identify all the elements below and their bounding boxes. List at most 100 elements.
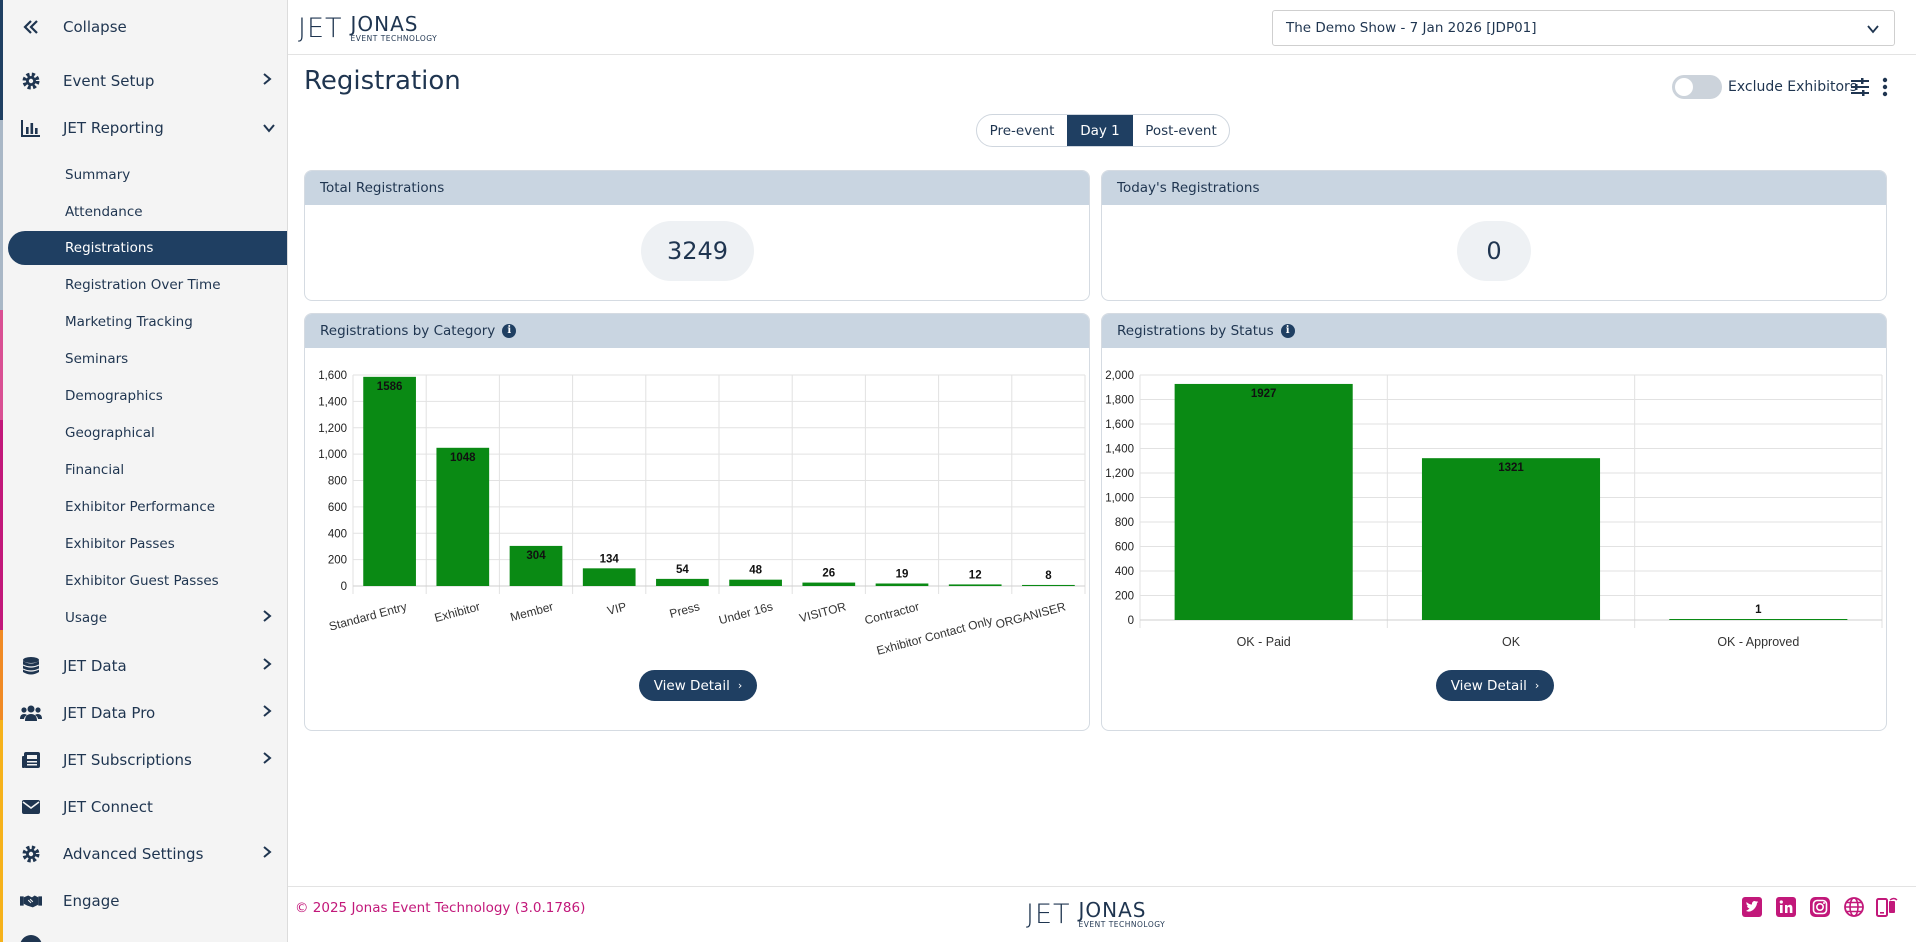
y-tick-label: 600 bbox=[1115, 542, 1134, 554]
sidebar-item-jet-connect[interactable]: JET Connect bbox=[0, 783, 287, 830]
view-detail-button[interactable]: View Detail › bbox=[639, 670, 757, 701]
status-bar-chart: 0 200 400 600 800 1,000 1,200 1,400 1,600 1,800 2,… bbox=[1105, 370, 1883, 649]
total-registrations-value: 3249 bbox=[641, 221, 754, 281]
y-tick-label: 0 bbox=[341, 581, 347, 593]
sidebar-subitem-marketing-tracking[interactable]: Marketing Tracking bbox=[0, 305, 287, 339]
gear-icon bbox=[20, 70, 42, 92]
data-label: 134 bbox=[600, 553, 620, 565]
x-tick-label: Contractor bbox=[863, 599, 921, 627]
sidebar-subitem-attendance[interactable]: Attendance bbox=[0, 195, 287, 229]
sidebar-subitem-label: Geographical bbox=[65, 425, 155, 441]
sliders-icon[interactable] bbox=[1850, 77, 1870, 97]
sidebar-item-jet-data[interactable]: JET Data bbox=[0, 642, 287, 689]
bar bbox=[363, 376, 416, 586]
sidebar-item-label: Event Setup bbox=[63, 71, 155, 90]
sidebar-item-advanced-settings[interactable]: Advanced Settings bbox=[0, 830, 287, 877]
y-tick-label: 400 bbox=[328, 528, 347, 540]
info-icon[interactable]: i bbox=[502, 324, 517, 338]
y-tick-label: 600 bbox=[328, 502, 347, 514]
page-title: Registration bbox=[304, 66, 461, 96]
sidebar-subitem-label: Attendance bbox=[65, 204, 143, 220]
tab-pre-event[interactable]: Pre-event bbox=[989, 122, 1055, 139]
data-label: 1 bbox=[1755, 604, 1762, 616]
event-select-value: The Demo Show - 7 Jan 2026 [JDP01] bbox=[1286, 20, 1537, 36]
y-tick-label: 1,600 bbox=[318, 370, 347, 382]
sidebar-subitem-exhibitor-guest-passes[interactable]: Exhibitor Guest Passes bbox=[0, 564, 287, 598]
bar bbox=[802, 582, 856, 586]
more-vertical-icon[interactable] bbox=[1880, 77, 1890, 97]
sidebar-accent bbox=[0, 720, 3, 942]
data-label: 1321 bbox=[1498, 462, 1524, 474]
sidebar-subitem-demographics[interactable]: Demographics bbox=[0, 379, 287, 413]
sidebar-subitem-usage[interactable]: Usage bbox=[0, 601, 287, 635]
view-detail-button[interactable]: View Detail › bbox=[1436, 670, 1554, 701]
tab-day-1[interactable]: Day 1 bbox=[1067, 115, 1133, 146]
instagram-icon[interactable] bbox=[1810, 897, 1832, 919]
tab-post-event[interactable]: Post-event bbox=[1145, 122, 1217, 139]
period-tabs: Pre-event Day 1 Post-event bbox=[976, 114, 1230, 147]
sidebar-subitem-summary[interactable]: Summary bbox=[0, 158, 287, 192]
bar bbox=[656, 578, 709, 586]
card-title: Total Registrations bbox=[305, 171, 1089, 205]
sidebar-subitem-exhibitor-performance[interactable]: Exhibitor Performance bbox=[0, 490, 287, 524]
sidebar-subitem-registration-over-time[interactable]: Registration Over Time bbox=[0, 268, 287, 302]
sidebar-item-jet-subscriptions[interactable]: JET Subscriptions bbox=[0, 736, 287, 783]
sidebar-subitem-label: Exhibitor Passes bbox=[65, 536, 175, 552]
bar bbox=[948, 584, 1002, 586]
y-tick-label: 1,400 bbox=[318, 396, 347, 408]
data-label: 1586 bbox=[377, 381, 403, 393]
sidebar-item-jet-reporting[interactable]: JET Reporting bbox=[0, 104, 287, 151]
sidebar-subitem-seminars[interactable]: Seminars bbox=[0, 342, 287, 376]
card-title: Today's Registrations bbox=[1102, 171, 1886, 205]
sidebar-item-event-setup[interactable]: Event Setup bbox=[0, 57, 287, 104]
x-tick-label: Member bbox=[509, 599, 555, 624]
gear-icon bbox=[20, 843, 42, 865]
logo-name: JONAS bbox=[350, 11, 419, 36]
bar bbox=[875, 583, 929, 586]
view-detail-label: View Detail bbox=[653, 677, 730, 694]
info-icon[interactable]: i bbox=[1280, 324, 1295, 338]
jonas-logo: JET JONAS EVENT TECHNOLOGY bbox=[298, 11, 437, 44]
sidebar: Collapse Event Setup JET Reporting Summa… bbox=[0, 0, 288, 942]
sidebar-subitem-geographical[interactable]: Geographical bbox=[0, 416, 287, 450]
y-tick-label: 1,000 bbox=[1105, 493, 1134, 505]
y-tick-label: 0 bbox=[1128, 615, 1134, 627]
sidebar-accent bbox=[0, 0, 3, 120]
sidebar-subitem-label: Exhibitor Performance bbox=[65, 499, 216, 515]
sidebar-subitem-label: Seminars bbox=[65, 351, 129, 367]
sidebar-item-jet-data-pro[interactable]: JET Data Pro bbox=[0, 689, 287, 736]
chevron-right-icon bbox=[262, 609, 272, 627]
bar bbox=[729, 579, 782, 586]
globe-icon[interactable] bbox=[1844, 897, 1866, 919]
collapse-label: Collapse bbox=[63, 17, 127, 36]
logo-name: JONAS bbox=[1078, 897, 1147, 922]
exclude-exhibitors-toggle[interactable] bbox=[1672, 75, 1722, 99]
sidebar-subitem-label: Demographics bbox=[65, 388, 163, 404]
newspaper-icon bbox=[20, 749, 42, 771]
card-header: Registrations by Status i bbox=[1102, 314, 1886, 348]
bar bbox=[582, 568, 636, 586]
y-tick-label: 2,000 bbox=[1105, 370, 1134, 382]
mobile-icon[interactable] bbox=[1876, 897, 1898, 919]
event-select[interactable]: The Demo Show - 7 Jan 2026 [JDP01] bbox=[1272, 10, 1895, 46]
collapse-button[interactable]: Collapse bbox=[0, 3, 287, 50]
linkedin-icon[interactable] bbox=[1776, 897, 1798, 919]
double-chevron-left-icon bbox=[20, 16, 42, 38]
copyright: © 2025 Jonas Event Technology (3.0.1786) bbox=[295, 900, 586, 916]
data-label: 54 bbox=[676, 564, 689, 576]
data-label: 1048 bbox=[450, 452, 476, 464]
twitter-icon[interactable] bbox=[1742, 897, 1764, 919]
sidebar-subitem-financial[interactable]: Financial bbox=[0, 453, 287, 487]
card-title: Registrations by Category bbox=[320, 323, 496, 339]
users-icon bbox=[20, 702, 42, 724]
sidebar-subitem-label: Summary bbox=[65, 167, 131, 183]
y-tick-label: 200 bbox=[328, 555, 347, 567]
chevron-right-icon bbox=[262, 845, 272, 863]
registrations-by-status-card: Registrations by Status i 0 200 400 600 800 1… bbox=[1101, 313, 1887, 731]
bar bbox=[1421, 458, 1601, 620]
sidebar-subitem-exhibitor-passes[interactable]: Exhibitor Passes bbox=[0, 527, 287, 561]
sidebar-item-engage[interactable]: Engage bbox=[0, 877, 287, 924]
sidebar-item-label: Advanced Settings bbox=[63, 844, 204, 863]
data-label: 12 bbox=[969, 569, 982, 581]
sidebar-subitem-registrations[interactable]: Registrations bbox=[8, 231, 287, 265]
